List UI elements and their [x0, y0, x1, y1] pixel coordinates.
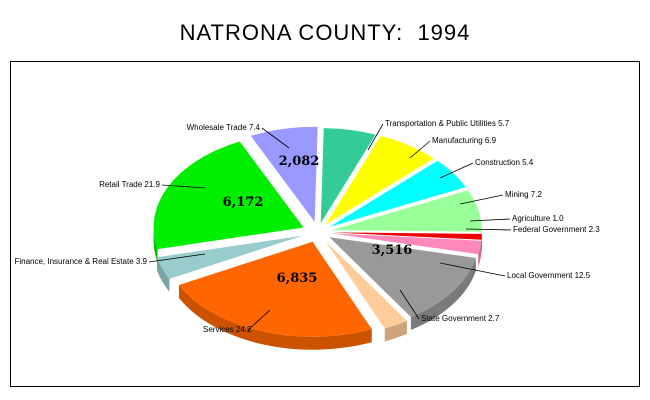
- pie-slice-retail-trade: [153, 141, 304, 250]
- leader-line-local-government: [439, 262, 506, 277]
- slice-label-manufacturing: Manufacturing 6.9: [432, 136, 497, 145]
- slice-value-local-government: 3,516: [372, 243, 413, 258]
- pie-slice-mining: [331, 190, 482, 232]
- slice-value-wholesale-trade: 2,082: [279, 154, 320, 169]
- leader-line-manufacturing: [409, 140, 431, 159]
- leader-line-services: [247, 309, 271, 331]
- leader-line-wholesale-trade: [261, 127, 290, 149]
- pie-slice-transportation-public-utilities: [320, 128, 376, 224]
- pie-slice-wholesale-trade: [250, 126, 318, 222]
- chart-frame: [10, 61, 640, 387]
- pie-slice-finance-insurance-real-estate: [156, 235, 303, 279]
- slice-label-services: Services 24.2: [203, 325, 252, 334]
- slice-value-services: 6,835: [277, 271, 318, 286]
- slice-value-retail-trade: 6,172: [223, 195, 264, 210]
- leader-line-agriculture: [469, 218, 511, 222]
- pie-slice-local-government: [329, 237, 476, 318]
- slice-label-retail-trade: Retail Trade 21.9: [99, 180, 160, 189]
- leader-line-construction: [439, 162, 474, 179]
- pie-slice-side-services: [179, 285, 372, 350]
- pie-slice-side-finance-insurance-real-estate: [156, 257, 170, 292]
- pie-slice-side-retail-trade: [153, 227, 158, 263]
- pie-slice-manufacturing: [325, 136, 434, 225]
- leader-line-federal-government: [465, 228, 512, 231]
- pie-slice-services: [179, 241, 372, 337]
- chart-title: NATRONA COUNTY: 1994: [179, 20, 471, 45]
- pie-slice-side-local-government: [410, 257, 476, 331]
- leader-line-state-government: [399, 289, 420, 320]
- slice-label-transportation-public-utilities: Transportation & Public Utilities 5.7: [385, 119, 510, 128]
- pie-slice-side-federal-government: [478, 240, 482, 268]
- leader-line-transportation-public-utilities: [367, 123, 384, 151]
- pie-slice-agriculture: [331, 232, 482, 240]
- pie-slice-construction: [329, 160, 466, 227]
- leader-line-mining: [459, 194, 504, 205]
- slice-label-agriculture: Agriculture 1.0: [512, 214, 564, 223]
- pie-slice-state-government: [325, 241, 407, 329]
- leader-line-finance-insurance-real-estate: [148, 253, 206, 263]
- slice-label-construction: Construction 5.4: [475, 158, 534, 167]
- slice-label-local-government: Local Government 12.5: [507, 271, 591, 280]
- pie-slice-federal-government: [331, 233, 482, 255]
- pie-slice-side-state-government: [384, 320, 407, 342]
- leader-line-retail-trade: [161, 184, 206, 189]
- slice-label-wholesale-trade: Wholesale Trade 7.4: [187, 123, 261, 132]
- slice-label-finance-insurance-real-estate: Finance, Insurance & Real Estate 3.9: [14, 257, 147, 266]
- slice-label-federal-government: Federal Government 2.3: [513, 225, 600, 234]
- slice-label-state-government: State Government 2.7: [421, 314, 500, 323]
- slice-label-mining: Mining 7.2: [505, 190, 542, 199]
